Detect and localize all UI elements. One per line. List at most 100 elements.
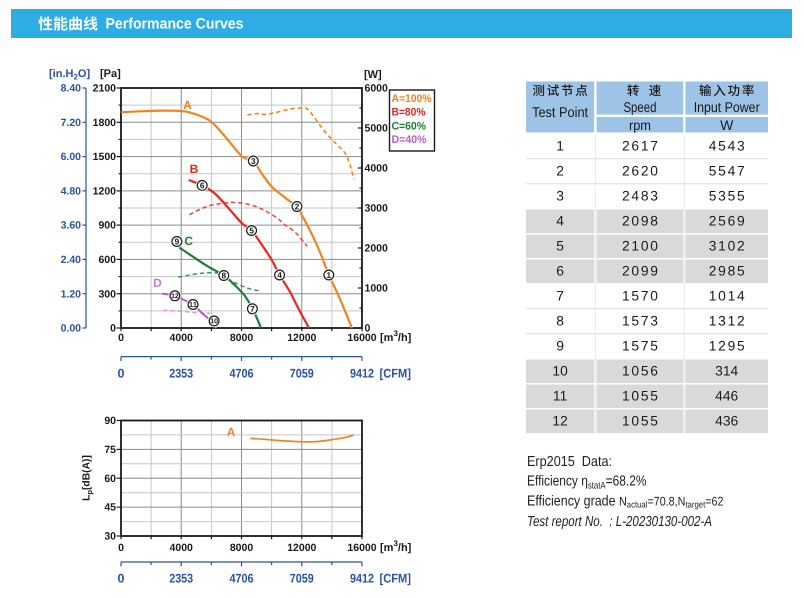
- svg-text:436: 436: [715, 414, 738, 429]
- svg-text:0.00: 0.00: [61, 323, 82, 335]
- svg-text:Test Point: Test Point: [532, 105, 588, 121]
- svg-text:11: 11: [553, 389, 567, 404]
- svg-text:Input Power: Input Power: [694, 100, 760, 116]
- svg-text:7.20: 7.20: [61, 117, 82, 129]
- svg-text:9412: 9412: [350, 367, 374, 381]
- svg-text:446: 446: [715, 389, 738, 404]
- svg-text:1295: 1295: [709, 339, 745, 354]
- svg-text:2353: 2353: [169, 367, 193, 381]
- svg-text:0: 0: [365, 323, 371, 335]
- svg-text:6: 6: [556, 264, 564, 279]
- svg-text:[in.H2O]: [in.H2O]: [49, 68, 90, 82]
- svg-text:2620: 2620: [622, 164, 658, 179]
- svg-text:12: 12: [552, 414, 567, 429]
- svg-text:2099: 2099: [622, 264, 658, 279]
- svg-text:[CFM]: [CFM]: [380, 367, 412, 381]
- svg-text:1500: 1500: [93, 151, 117, 163]
- svg-text:1014: 1014: [709, 289, 745, 304]
- svg-text:2098: 2098: [622, 214, 658, 229]
- svg-text:16000: 16000: [347, 542, 376, 554]
- svg-text:9: 9: [556, 339, 564, 354]
- svg-text:[W]: [W]: [364, 69, 382, 81]
- svg-text:600: 600: [98, 254, 116, 266]
- svg-text:6.00: 6.00: [61, 151, 82, 163]
- svg-text:1000: 1000: [365, 283, 389, 295]
- svg-text:4543: 4543: [709, 139, 745, 154]
- svg-text:2100: 2100: [622, 239, 658, 254]
- svg-text:1200: 1200: [93, 186, 117, 198]
- svg-text:12000: 12000: [287, 332, 316, 344]
- svg-text:1055: 1055: [622, 389, 658, 404]
- svg-text:5: 5: [556, 239, 564, 254]
- svg-text:4000: 4000: [365, 163, 389, 175]
- svg-text:12000: 12000: [287, 542, 316, 554]
- svg-text:B: B: [190, 162, 199, 176]
- svg-text:7059: 7059: [290, 367, 314, 381]
- svg-text:3.60: 3.60: [61, 220, 82, 232]
- svg-text:1055: 1055: [622, 414, 658, 429]
- svg-text:7: 7: [556, 289, 564, 304]
- svg-text:60: 60: [104, 473, 116, 485]
- svg-text:0: 0: [118, 367, 125, 381]
- svg-text:300: 300: [98, 288, 116, 300]
- svg-text:[m3/h]: [m3/h]: [380, 539, 412, 554]
- svg-text:6000: 6000: [365, 83, 389, 95]
- svg-text:Performance Curves: Performance Curves: [106, 16, 244, 33]
- svg-text:Test report No. : L-20230130-: Test report No. : L-20230130-002-A: [527, 514, 712, 530]
- svg-text:9412: 9412: [350, 572, 374, 586]
- svg-text:2.40: 2.40: [61, 254, 82, 266]
- svg-text:314: 314: [715, 364, 738, 379]
- svg-text:A=100%: A=100%: [392, 93, 432, 105]
- svg-text:5547: 5547: [709, 164, 745, 179]
- svg-text:D: D: [153, 276, 162, 290]
- svg-text:4.80: 4.80: [61, 186, 82, 198]
- svg-text:3102: 3102: [709, 239, 745, 254]
- svg-text:[Pa]: [Pa]: [100, 68, 121, 80]
- svg-text:45: 45: [104, 502, 116, 514]
- svg-text:30: 30: [104, 531, 116, 543]
- svg-text:B=80%: B=80%: [392, 107, 426, 119]
- svg-text:Efficiency ηstatA=68.2%: Efficiency ηstatA=68.2%: [527, 474, 647, 492]
- svg-text:8: 8: [556, 314, 564, 329]
- svg-text:[CFM]: [CFM]: [380, 572, 412, 586]
- svg-text:5355: 5355: [709, 189, 745, 204]
- svg-text:8.40: 8.40: [61, 83, 82, 95]
- svg-text:10: 10: [552, 364, 568, 379]
- svg-text:4000: 4000: [170, 542, 194, 554]
- svg-text:4706: 4706: [230, 572, 254, 586]
- svg-text:1573: 1573: [622, 314, 658, 329]
- svg-text:Lp[dB(A)]: Lp[dB(A)]: [82, 455, 94, 501]
- svg-text:0: 0: [118, 542, 124, 554]
- svg-text:3: 3: [556, 189, 564, 204]
- svg-text:1575: 1575: [622, 339, 658, 354]
- svg-text:1.20: 1.20: [61, 288, 82, 300]
- svg-text:Speed: Speed: [623, 100, 656, 116]
- svg-text:16000: 16000: [347, 332, 376, 344]
- svg-text:C: C: [184, 234, 193, 248]
- svg-text:4706: 4706: [230, 367, 254, 381]
- svg-text:2: 2: [556, 164, 564, 179]
- svg-text:2000: 2000: [365, 243, 389, 255]
- svg-text:0: 0: [118, 332, 124, 344]
- svg-text:1570: 1570: [622, 289, 658, 304]
- svg-text:D=40%: D=40%: [392, 134, 427, 146]
- svg-text:1800: 1800: [93, 117, 117, 129]
- svg-text:0: 0: [118, 572, 125, 586]
- svg-text:2569: 2569: [709, 214, 745, 229]
- svg-text:7059: 7059: [290, 572, 314, 586]
- svg-text:90: 90: [104, 415, 116, 427]
- svg-text:900: 900: [98, 220, 116, 232]
- svg-text:A: A: [183, 98, 192, 112]
- svg-text:0: 0: [110, 323, 116, 335]
- svg-text:3000: 3000: [365, 203, 389, 215]
- svg-text:8000: 8000: [230, 332, 254, 344]
- svg-text:2985: 2985: [709, 264, 745, 279]
- svg-text:2483: 2483: [622, 189, 658, 204]
- svg-text:4000: 4000: [170, 332, 194, 344]
- svg-text:2100: 2100: [93, 83, 117, 95]
- svg-text:rpm: rpm: [629, 117, 651, 133]
- svg-text:2353: 2353: [169, 572, 193, 586]
- svg-text:Efficiency grade Nactual=70.8,: Efficiency grade Nactual=70.8,Ntarget=62: [527, 494, 724, 510]
- svg-text:A: A: [227, 425, 236, 439]
- svg-text:8000: 8000: [230, 542, 254, 554]
